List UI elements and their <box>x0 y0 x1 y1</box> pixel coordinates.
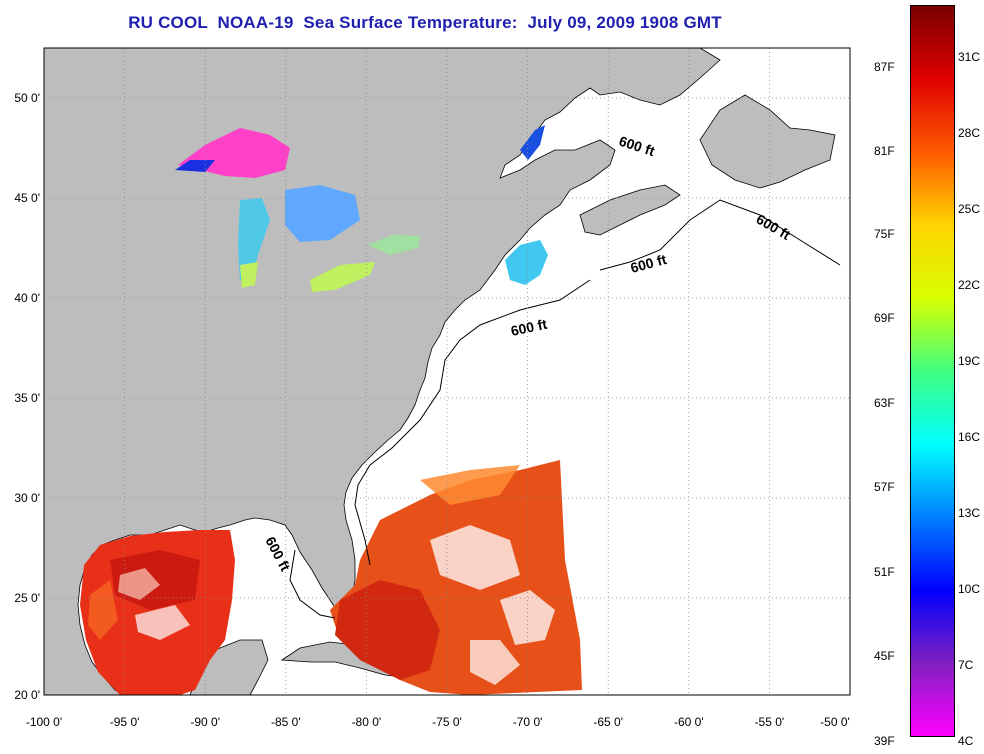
colorbar-f-label: 51F <box>874 565 895 579</box>
lon-tick: -100 0' <box>26 715 62 729</box>
colorbar-c-label: 7C <box>958 658 974 672</box>
colorbar-f-label: 75F <box>874 227 895 241</box>
temperature-colorbar <box>910 5 955 737</box>
colorbar-f-label: 39F <box>874 734 895 748</box>
colorbar-c-label: 19C <box>958 354 981 368</box>
lat-tick: 35 0' <box>14 391 40 405</box>
depth-contour-600ft <box>289 199 841 619</box>
lon-tick: -60 0' <box>674 715 704 729</box>
colorbar-c-label: 22C <box>958 278 981 292</box>
lat-tick: 50 0' <box>14 91 40 105</box>
colorbar-c-label: 4C <box>958 734 974 748</box>
sst-gulf-of-maine <box>505 240 548 285</box>
colorbar-c-label: 10C <box>958 582 981 596</box>
latitude-ticks: 50 0' 45 0' 40 0' 35 0' 30 0' 25 0' 20 0… <box>14 91 40 702</box>
land-newfoundland <box>699 94 836 189</box>
lat-tick: 30 0' <box>14 491 40 505</box>
map-frame <box>43 47 851 696</box>
lon-tick: -95 0' <box>110 715 140 729</box>
chart-title: RU COOL NOAA-19 Sea Surface Temperature:… <box>128 13 722 32</box>
lat-tick: 25 0' <box>14 591 40 605</box>
sst-caribbean-atlantic <box>330 460 582 695</box>
colorbar-c-label: 16C <box>958 430 981 444</box>
colorbar-c-label: 25C <box>958 202 981 216</box>
sst-gulf-of-mexico <box>80 530 235 695</box>
lon-tick: -90 0' <box>190 715 220 729</box>
colorbar-c-label: 31C <box>958 50 981 64</box>
longitude-ticks: -100 0' -95 0' -90 0' -85 0' -80 0' -75 … <box>26 715 850 729</box>
colorbar-f-label: 81F <box>874 144 895 158</box>
colorbar-f-label: 69F <box>874 311 895 325</box>
lon-tick: -75 0' <box>432 715 462 729</box>
lat-tick: 40 0' <box>14 291 40 305</box>
lon-tick: -55 0' <box>755 715 785 729</box>
colorbar-f-label: 45F <box>874 649 895 663</box>
depth-label: 600 ft <box>509 316 548 339</box>
colorbar-f-label: 63F <box>874 396 895 410</box>
sst-st-lawrence <box>520 125 545 160</box>
land-nova-scotia <box>579 184 681 236</box>
great-lakes <box>175 128 420 292</box>
lon-tick: -50 0' <box>820 715 850 729</box>
lon-tick: -85 0' <box>271 715 301 729</box>
lon-tick: -70 0' <box>513 715 543 729</box>
lat-tick: 45 0' <box>14 191 40 205</box>
lon-tick: -65 0' <box>593 715 623 729</box>
colorbar-f-label: 57F <box>874 480 895 494</box>
colorbar-c-label: 13C <box>958 506 981 520</box>
lat-tick: 20 0' <box>14 688 40 702</box>
colorbar-c-label: 28C <box>958 126 981 140</box>
lon-tick: -80 0' <box>352 715 382 729</box>
colorbar-f-label: 87F <box>874 60 895 74</box>
